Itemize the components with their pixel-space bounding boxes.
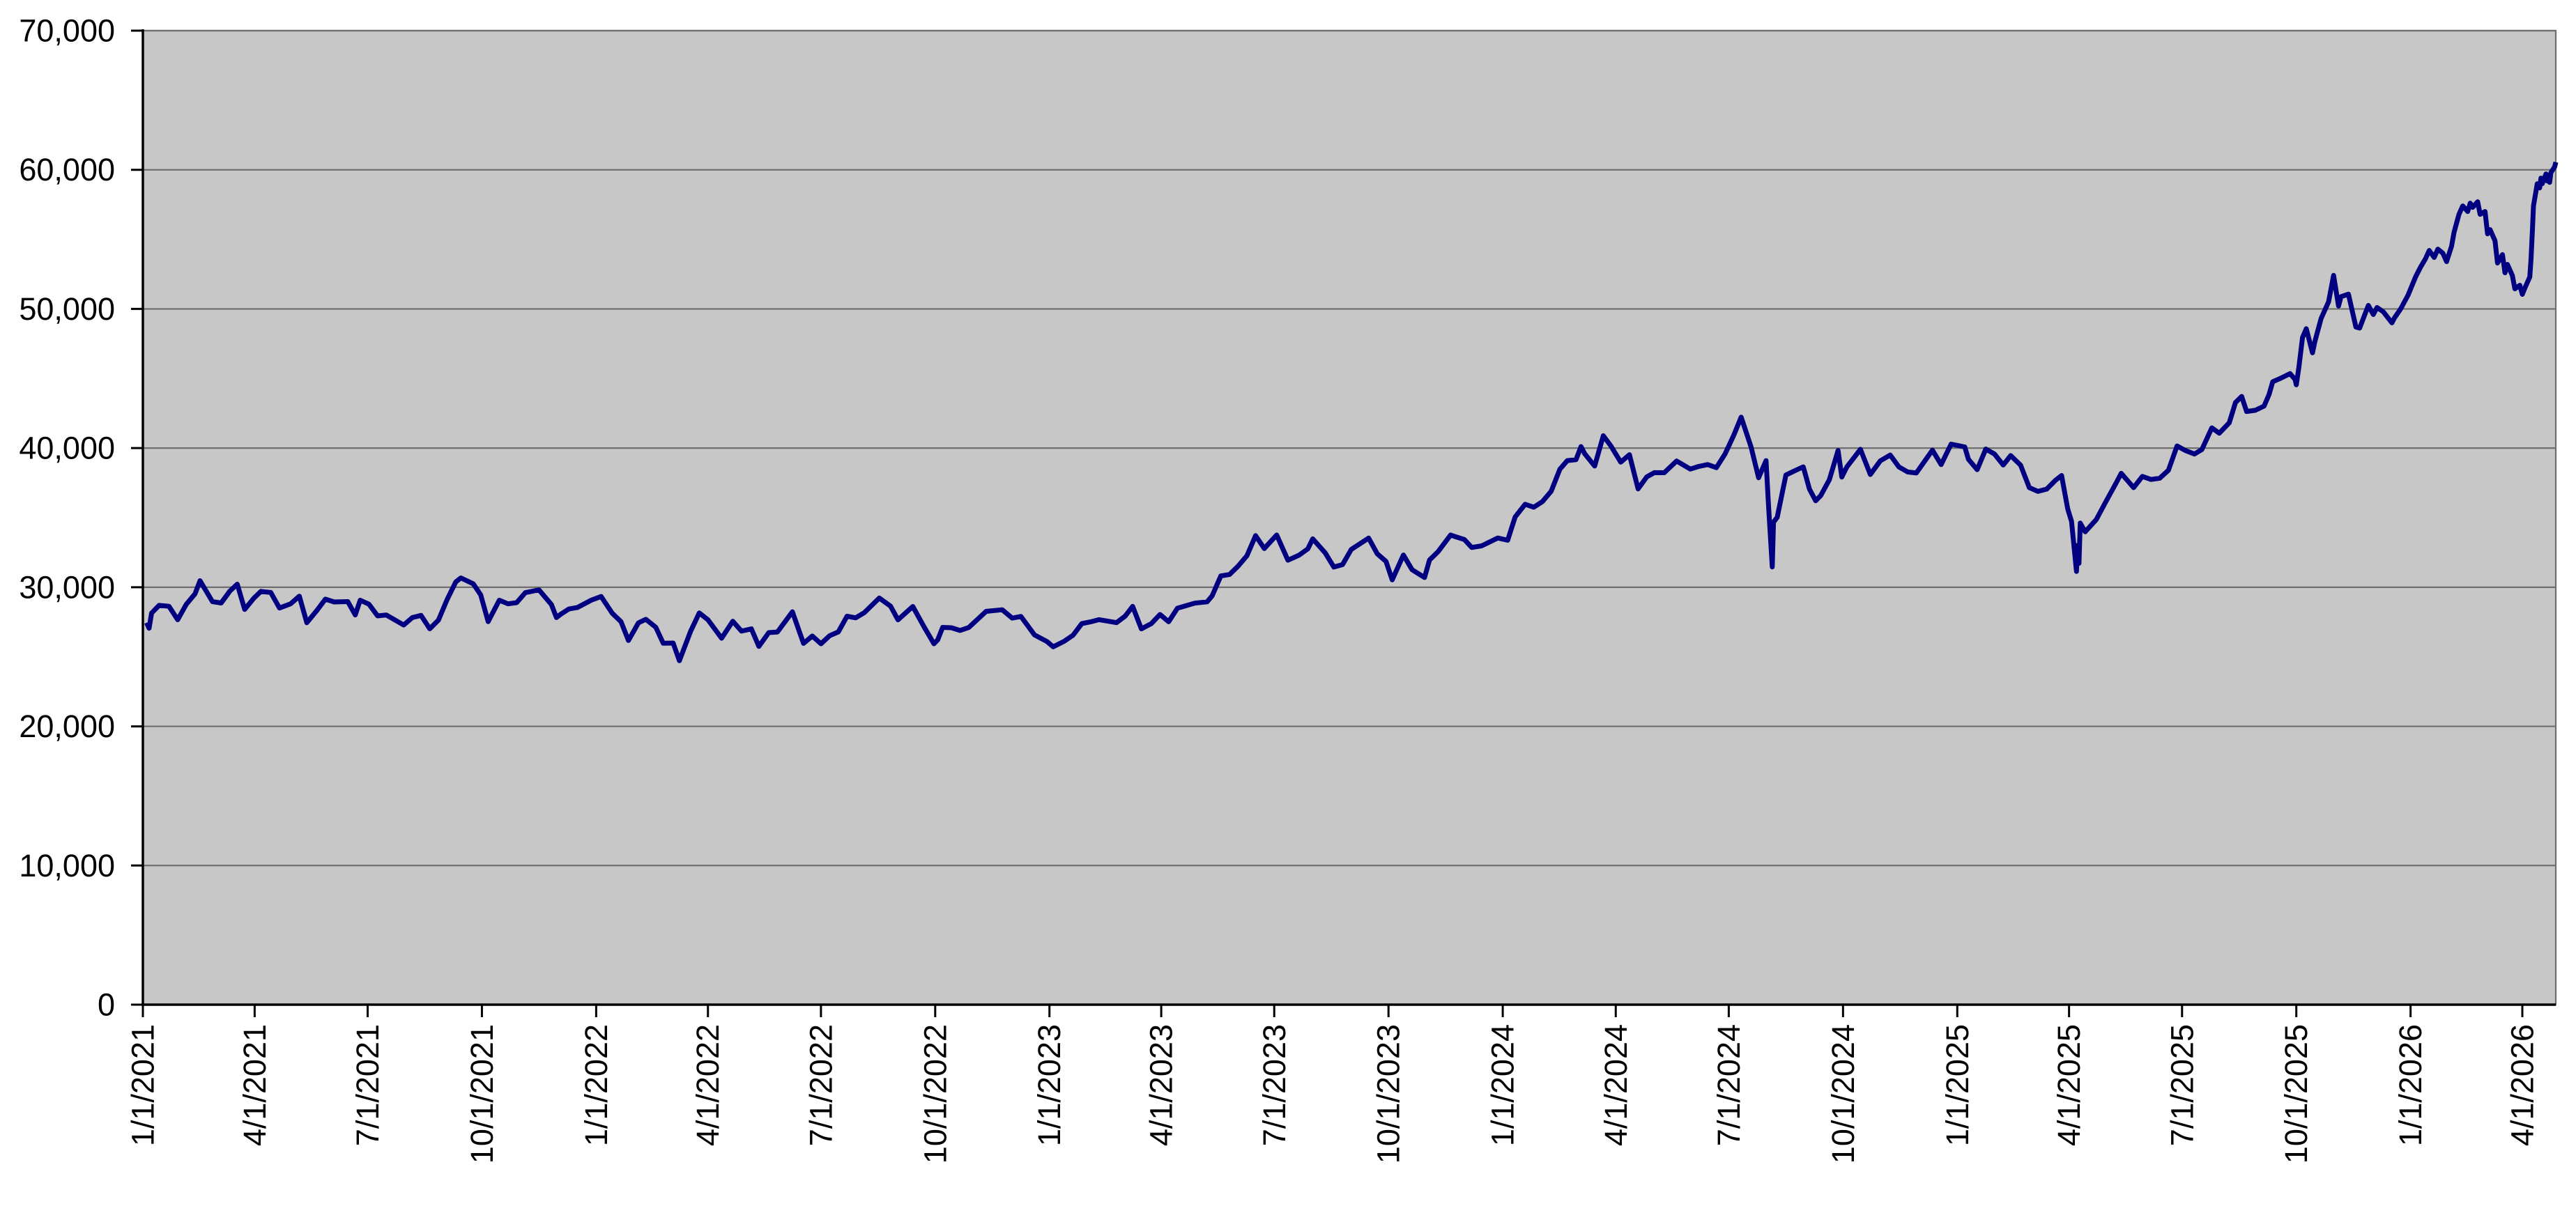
x-axis-label: 1/1/2022 bbox=[578, 1024, 614, 1146]
y-axis-label: 20,000 bbox=[19, 709, 115, 744]
x-axis-label: 7/1/2023 bbox=[1257, 1024, 1292, 1146]
price-line bbox=[144, 161, 2559, 663]
y-axis-label: 10,000 bbox=[19, 848, 115, 883]
y-axis-label: 70,000 bbox=[19, 13, 115, 49]
y-axis-label: 40,000 bbox=[19, 431, 115, 466]
y-axis-label: 30,000 bbox=[19, 569, 115, 605]
y-axis-label: 60,000 bbox=[19, 152, 115, 187]
x-axis-label: 4/1/2021 bbox=[237, 1024, 273, 1146]
x-axis-label: 1/1/2026 bbox=[2393, 1024, 2428, 1146]
x-axis-label: 10/1/2024 bbox=[1825, 1024, 1861, 1164]
x-axis-label: 7/1/2021 bbox=[350, 1024, 385, 1146]
x-axis-label: 4/1/2022 bbox=[690, 1024, 726, 1146]
x-axis-label: 4/1/2026 bbox=[2505, 1024, 2540, 1146]
x-axis-label: 1/1/2023 bbox=[1032, 1024, 1067, 1146]
y-axis-label: 0 bbox=[98, 987, 115, 1023]
x-axis-label: 1/1/2021 bbox=[125, 1024, 161, 1146]
x-axis-label: 4/1/2024 bbox=[1598, 1024, 1634, 1146]
x-axis-label: 1/1/2024 bbox=[1485, 1024, 1521, 1146]
x-axis-label: 10/1/2025 bbox=[2278, 1024, 2314, 1164]
x-axis-label: 1/1/2025 bbox=[1940, 1024, 1975, 1146]
x-axis-label: 7/1/2025 bbox=[2164, 1024, 2200, 1146]
x-axis-label: 4/1/2023 bbox=[1144, 1024, 1179, 1146]
plot-area bbox=[143, 31, 2556, 1005]
x-axis-label: 10/1/2023 bbox=[1371, 1024, 1406, 1164]
x-axis-label: 10/1/2021 bbox=[464, 1024, 500, 1164]
y-axis-label: 50,000 bbox=[19, 291, 115, 327]
x-axis-label: 10/1/2022 bbox=[917, 1024, 953, 1164]
x-axis-label: 7/1/2024 bbox=[1711, 1024, 1747, 1146]
x-axis-label: 4/1/2025 bbox=[2051, 1024, 2087, 1146]
x-axis-label: 7/1/2022 bbox=[803, 1024, 838, 1146]
